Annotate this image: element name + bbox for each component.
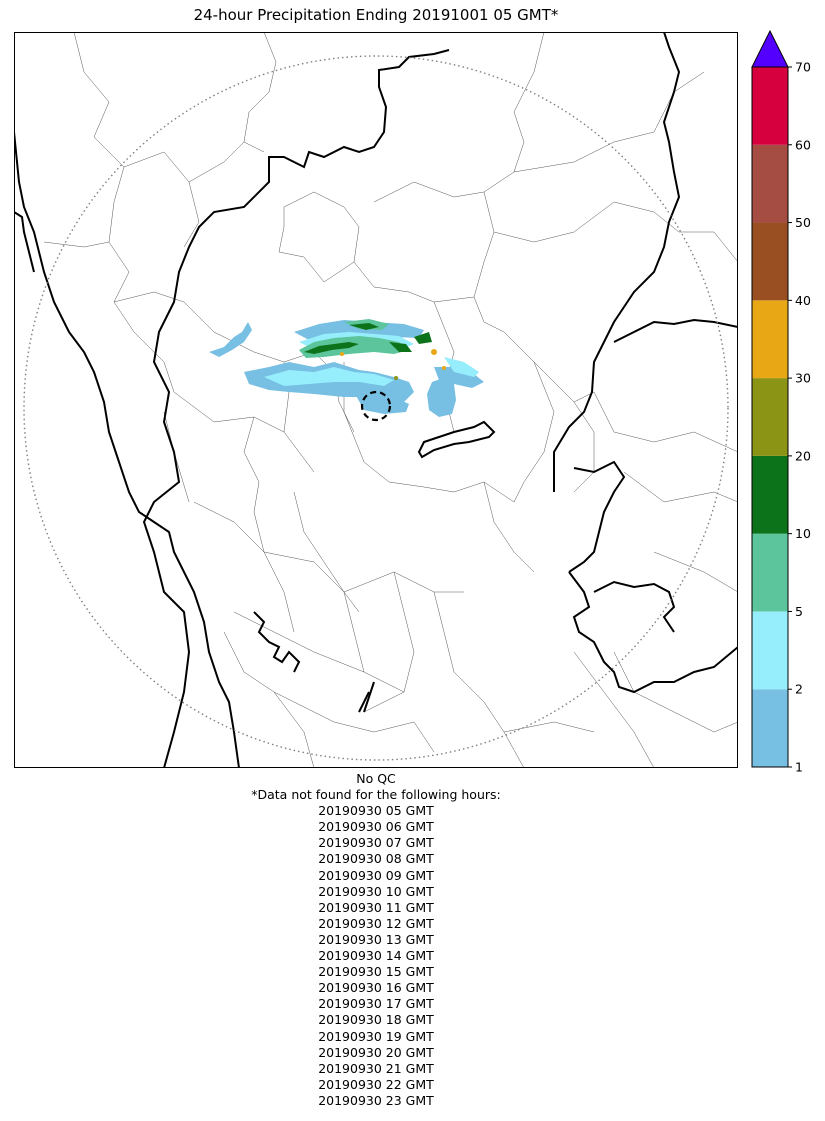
precip-cell-very-heavy xyxy=(414,332,432,344)
missing-hour-item: 20190930 08 GMT xyxy=(318,851,434,867)
missing-hour-item: 20190930 06 GMT xyxy=(318,819,434,835)
precip-cell-very-heavy xyxy=(304,342,359,354)
missing-hour-item: 20190930 20 GMT xyxy=(318,1044,434,1060)
colorbar-tick-label: 70 xyxy=(795,60,811,75)
colorbar: 1 2 5 10 20 30 40 50 60 70 xyxy=(751,30,811,773)
colorbar-tick-label: 5 xyxy=(795,604,803,619)
precip-cell-light xyxy=(427,377,456,417)
colorbar-band xyxy=(752,689,788,767)
missing-hour-item: 20190930 21 GMT xyxy=(318,1060,434,1076)
missing-hour-item: 20190930 19 GMT xyxy=(318,1028,434,1044)
missing-hour-item: 20190930 18 GMT xyxy=(318,1012,434,1028)
qc-note: No QC xyxy=(356,771,396,786)
colorbar-band xyxy=(752,222,788,301)
radar-range-ring xyxy=(23,55,729,761)
colorbar-band xyxy=(752,67,788,145)
missing-hour-item: 20190930 14 GMT xyxy=(318,948,434,964)
precip-cell-heavy xyxy=(299,336,409,358)
precip-cell-light xyxy=(434,367,484,388)
colorbar-tick-label: 30 xyxy=(795,371,811,386)
precip-cell-intense xyxy=(431,349,437,355)
missing-hour-item: 20190930 16 GMT xyxy=(318,980,434,996)
missing-hour-item: 20190930 05 GMT xyxy=(318,803,434,819)
colorbar-ticks: 1 2 5 10 20 30 40 50 60 70 xyxy=(788,60,811,773)
missing-hour-item: 20190930 17 GMT xyxy=(318,996,434,1012)
footer-notes: No QC *Data not found for the following … xyxy=(0,771,752,1109)
colorbar-tick-label: 1 xyxy=(795,760,803,773)
precip-cell-moderate xyxy=(264,367,394,386)
state-boundaries xyxy=(142,32,738,768)
colorbar-tick-label: 40 xyxy=(795,293,811,308)
missing-hour-item: 20190930 13 GMT xyxy=(318,931,434,947)
colorbar-band xyxy=(752,378,788,456)
missing-hour-item: 20190930 22 GMT xyxy=(318,1076,434,1092)
colorbar-band xyxy=(752,300,788,379)
colorbar-tick-label: 50 xyxy=(795,215,811,230)
missing-hour-item: 20190930 12 GMT xyxy=(318,915,434,931)
precip-cell-very-heavy xyxy=(349,323,379,330)
radar-center-circle xyxy=(360,390,392,422)
colorbar-frame xyxy=(751,66,789,768)
missing-hour-item: 20190930 07 GMT xyxy=(318,835,434,851)
colorbar-extend-arrow xyxy=(751,30,789,68)
precip-cell-moderate xyxy=(444,357,479,377)
precip-cell-light xyxy=(354,392,409,414)
colorbar-bands xyxy=(751,30,789,768)
coastline xyxy=(14,131,240,768)
colorbar-band xyxy=(752,455,788,534)
missing-hour-item: 20190930 15 GMT xyxy=(318,964,434,980)
missing-hour-item: 20190930 10 GMT xyxy=(318,883,434,899)
radar-map xyxy=(14,32,738,768)
precip-cell-very-heavy xyxy=(389,342,412,352)
colorbar-band xyxy=(752,533,788,612)
chart-title: 24-hour Precipitation Ending 20191001 05… xyxy=(193,6,559,24)
colorbar-tick-label: 60 xyxy=(795,137,811,152)
colorbar-band xyxy=(752,144,788,223)
map-frame xyxy=(14,32,738,768)
colorbar-tick-label: 10 xyxy=(795,526,811,541)
precip-cell-intense xyxy=(340,352,344,356)
missing-data-header: *Data not found for the following hours: xyxy=(251,787,501,803)
colorbar-tick-label: 2 xyxy=(795,682,803,697)
precip-cell-intense xyxy=(442,366,446,370)
colorbar-tick-label: 20 xyxy=(795,448,811,463)
missing-hour-item: 20190930 09 GMT xyxy=(318,867,434,883)
missing-hours-list: 20190930 05 GMT 20190930 06 GMT 20190930 0… xyxy=(0,803,752,1109)
colorbar-band xyxy=(752,611,788,690)
missing-hour-item: 20190930 11 GMT xyxy=(318,899,434,915)
missing-hour-item: 20190930 23 GMT xyxy=(318,1092,434,1108)
precip-cell-light xyxy=(209,322,252,357)
precip-cell-intense xyxy=(394,376,398,380)
